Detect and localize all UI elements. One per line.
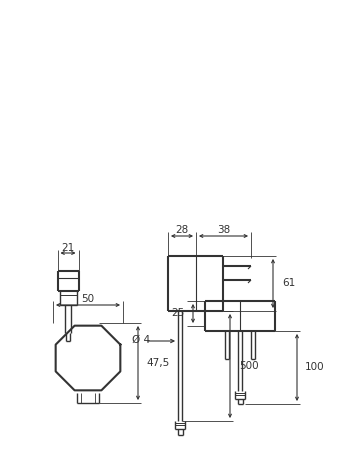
Text: 500: 500 [239, 361, 259, 371]
Text: 100: 100 [305, 363, 325, 372]
Text: 21: 21 [61, 243, 75, 253]
Text: Ø 4: Ø 4 [132, 335, 150, 345]
Text: 25: 25 [172, 308, 185, 318]
Text: 38: 38 [217, 225, 230, 235]
Text: 47,5: 47,5 [146, 358, 169, 368]
Text: 50: 50 [82, 294, 95, 304]
Text: 61: 61 [282, 279, 295, 288]
Text: 28: 28 [175, 225, 189, 235]
